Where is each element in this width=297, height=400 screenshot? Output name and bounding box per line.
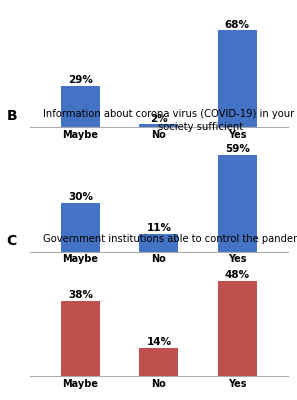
Text: 68%: 68% xyxy=(225,20,250,30)
Bar xyxy=(61,301,100,376)
Text: 14%: 14% xyxy=(146,337,171,347)
Bar xyxy=(61,202,100,252)
Text: B: B xyxy=(7,109,17,123)
Text: 48%: 48% xyxy=(225,270,250,280)
Text: C: C xyxy=(7,234,17,248)
Bar xyxy=(139,348,178,376)
Bar xyxy=(139,124,178,127)
Text: 29%: 29% xyxy=(68,75,93,85)
Bar xyxy=(218,30,257,127)
Text: Information about corona virus (COVID-19) in your professional
society sufficien: Information about corona virus (COVID-19… xyxy=(43,109,297,132)
Text: 11%: 11% xyxy=(146,223,171,233)
Bar xyxy=(218,155,257,252)
Bar xyxy=(218,281,257,376)
Bar xyxy=(61,86,100,127)
Text: 30%: 30% xyxy=(68,192,93,202)
Text: 2%: 2% xyxy=(150,114,168,124)
Bar xyxy=(139,234,178,252)
Text: 38%: 38% xyxy=(68,290,93,300)
Text: 59%: 59% xyxy=(225,144,250,154)
Text: Government institutions able to control the pandemic: Government institutions able to control … xyxy=(43,234,297,244)
